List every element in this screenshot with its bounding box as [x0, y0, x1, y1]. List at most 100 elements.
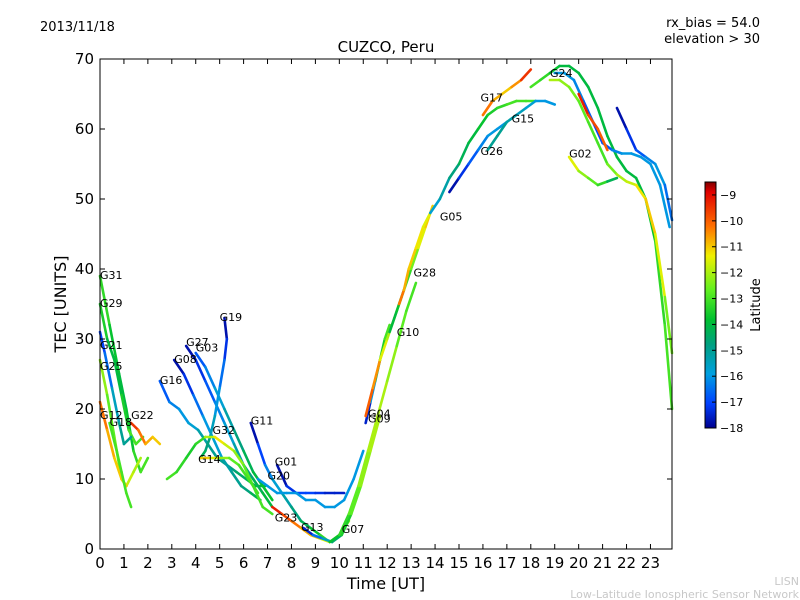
- series-label: G04: [368, 407, 391, 420]
- series-segment: [108, 421, 119, 453]
- series-segment: [263, 463, 274, 481]
- series-segment: [625, 180, 638, 187]
- series-label: G25: [100, 360, 123, 373]
- series-g22: [129, 421, 162, 446]
- series-segment: [204, 435, 212, 453]
- series-segment: [414, 225, 425, 250]
- series-segment: [577, 71, 590, 89]
- series-label: G26: [481, 145, 504, 158]
- series-g15: [486, 99, 557, 152]
- series-segment: [256, 477, 269, 488]
- series-segment: [596, 180, 609, 187]
- series-segment: [515, 106, 528, 117]
- x-tick-label: 15: [449, 554, 468, 572]
- series-segment: [577, 99, 590, 124]
- series-segment: [495, 103, 509, 110]
- series-segment: [136, 428, 147, 446]
- x-tick-label: 16: [473, 554, 492, 572]
- series-segment: [223, 407, 236, 432]
- series-segment: [658, 183, 671, 229]
- series-segment: [338, 512, 351, 537]
- series-segment: [505, 113, 518, 124]
- series-segment: [223, 316, 229, 341]
- series-label: G11: [251, 414, 274, 427]
- series-segment: [586, 176, 600, 187]
- series-segment: [105, 337, 116, 362]
- rx-bias-label: rx_bias = 54.0: [666, 16, 760, 31]
- series-segment: [235, 470, 248, 481]
- series-segment: [294, 491, 308, 502]
- series-label: G27: [186, 336, 209, 349]
- series-g06: [548, 78, 674, 355]
- series-g21: [98, 330, 133, 446]
- series-segment: [615, 155, 628, 173]
- series-segment: [529, 78, 542, 89]
- date-label: 2013/11/18: [40, 20, 115, 35]
- series-segment: [242, 449, 255, 474]
- y-tick-label: 40: [75, 260, 94, 278]
- y-tick-label: 30: [75, 330, 94, 348]
- series-segment: [567, 64, 580, 75]
- series-segment: [290, 519, 303, 530]
- series-segment: [596, 106, 609, 138]
- series-segment: [510, 78, 523, 89]
- series-segment: [211, 435, 224, 460]
- y-tick-label: 20: [75, 400, 94, 418]
- series-segment: [634, 148, 647, 159]
- series-segment: [606, 176, 619, 183]
- series-segment: [206, 442, 219, 460]
- colorbar-tick-label: −9: [720, 189, 736, 202]
- series-segment: [330, 533, 344, 544]
- series-segment: [261, 505, 274, 516]
- series-segment: [132, 449, 142, 474]
- series-segment: [98, 358, 109, 397]
- series-segment: [158, 379, 171, 404]
- series-label: G29: [100, 297, 123, 310]
- series-segment: [139, 456, 150, 474]
- series-segment: [177, 407, 190, 425]
- x-tick-label: 19: [545, 554, 564, 572]
- series-segment: [486, 127, 499, 138]
- series-g20: [256, 449, 365, 509]
- series-g01: [275, 463, 346, 495]
- x-tick-label: 23: [641, 554, 660, 572]
- series-segment: [213, 386, 226, 411]
- series-label: G03: [196, 342, 219, 355]
- x-tick-label: 12: [378, 554, 397, 572]
- x-tick-label: 11: [354, 554, 373, 572]
- series-segment: [204, 379, 217, 404]
- x-tick-label: 4: [191, 554, 201, 572]
- series-segment: [491, 92, 504, 103]
- series-segment: [385, 344, 399, 383]
- series-segment: [610, 148, 624, 155]
- series-segment: [476, 134, 490, 152]
- x-tick-label: 14: [426, 554, 445, 572]
- series-g29: [98, 302, 145, 446]
- series-segment: [388, 309, 399, 334]
- series-segment: [256, 442, 267, 467]
- x-tick-label: 6: [239, 554, 249, 572]
- series-segment: [98, 400, 109, 432]
- x-tick-label: 9: [311, 554, 321, 572]
- series-label: G12: [100, 409, 123, 422]
- series-segment: [237, 463, 250, 481]
- x-tick-label: 8: [287, 554, 297, 572]
- series-segment: [208, 414, 217, 439]
- x-tick-label: 1: [119, 554, 129, 572]
- footer-lisn: LISN: [774, 575, 799, 588]
- series-label: G18: [110, 416, 133, 429]
- series-segment: [213, 435, 226, 446]
- x-tick-label: 2: [143, 554, 153, 572]
- series-segment: [192, 393, 205, 418]
- series-label: G21: [100, 339, 123, 352]
- series-segment: [615, 173, 628, 183]
- x-axis: 0 1 2 3 4 5 6 7 8 9 10 11 12 13 14 15 16 17 18 19 20 21 22 23: [95, 59, 660, 572]
- series-segment: [230, 470, 243, 488]
- series-segment: [271, 477, 284, 495]
- series-segment: [663, 323, 674, 411]
- series-label: G15: [512, 113, 535, 126]
- series-segment: [271, 505, 284, 516]
- series-segment: [397, 288, 406, 306]
- series-segment: [98, 302, 109, 341]
